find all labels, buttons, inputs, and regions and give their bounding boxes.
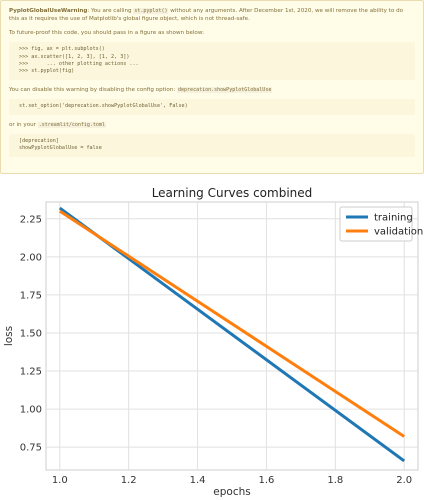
- set-option-code-block: st.set_option('deprecation.showPyplotGlo…: [9, 99, 415, 115]
- x-tick-label: 1.8: [327, 475, 343, 486]
- toml-code-block: [deprecation] showPyplotGlobalUse = fals…: [9, 134, 415, 157]
- warning-config-code: .streamlit/config.toml: [37, 121, 106, 128]
- warning-config-text: or in your .streamlit/config.toml: [9, 121, 415, 129]
- y-tick-label: 2.00: [20, 252, 42, 263]
- code-line: >>> fig, ax = plt.subplots(): [19, 46, 105, 53]
- y-tick-label: 1.25: [20, 367, 42, 378]
- code-line: [deprecation]: [19, 138, 59, 145]
- warning-disable-code: deprecation.showPyplotGlobalUse: [177, 86, 273, 93]
- y-axis-label: loss: [3, 326, 15, 346]
- y-tick-label: 1.50: [20, 328, 42, 339]
- x-tick-label: 1.6: [258, 475, 274, 486]
- pyplot-global-use-warning: PyplotGlobalUseWarning: You are calling …: [0, 0, 424, 174]
- warning-disable-pre: You can disable this warning by disablin…: [9, 86, 178, 93]
- legend-label-training: training: [374, 213, 413, 224]
- y-tick-label: 1.00: [20, 405, 42, 416]
- code-line: >>> ... other plotting actions ...: [19, 61, 139, 68]
- y-tick-label: 0.75: [20, 443, 42, 454]
- warning-futureproof-text: To future-proof this code, you should pa…: [9, 29, 204, 36]
- x-tick-label: 1.0: [52, 475, 68, 486]
- warning-config-pre: or in your: [9, 121, 38, 128]
- series-line-validation: [58, 209, 406, 438]
- x-tick-label: 2.0: [396, 475, 412, 486]
- y-tick-label: 2.25: [20, 214, 42, 225]
- warning-disable-text: You can disable this warning by disablin…: [9, 86, 415, 94]
- warning-intro-post: without any arguments. After December 1s…: [9, 8, 404, 23]
- x-tick-label: 1.2: [121, 475, 137, 486]
- code-line: >>> st.pyplot(fig): [19, 68, 75, 75]
- x-axis-label: epochs: [213, 486, 250, 498]
- code-line: >>> ax.scatter([1, 2, 3], [1, 2, 3]): [19, 53, 130, 60]
- y-tick-label: 1.75: [20, 290, 42, 301]
- learning-curves-chart: 1.0 1.2 1.4 1.6 1.8 2.0 0.75 1.00 1.25 1.50 1.75 2.…: [0, 182, 424, 500]
- code-line: showPyplotGlobalUse = false: [19, 145, 102, 152]
- chart-title: Learning Curves combined: [152, 186, 313, 200]
- x-tick-label: 1.4: [190, 475, 206, 486]
- legend-label-validation: validation: [374, 227, 423, 238]
- code-line: st.set_option('deprecation.showPyplotGlo…: [19, 103, 188, 110]
- warning-intro-code: st.pyplot(): [133, 8, 169, 14]
- example-code-block: >>> fig, ax = plt.subplots() >>> ax.scat…: [9, 42, 415, 80]
- warning-title: PyplotGlobalUseWarning: [9, 8, 88, 14]
- chart-svg: 1.0 1.2 1.4 1.6 1.8 2.0 0.75 1.00 1.25 1.50 1.75 2.…: [3, 186, 423, 498]
- warning-intro: PyplotGlobalUseWarning: You are calling …: [9, 7, 415, 24]
- warning-intro-pre: : You are calling: [87, 8, 134, 14]
